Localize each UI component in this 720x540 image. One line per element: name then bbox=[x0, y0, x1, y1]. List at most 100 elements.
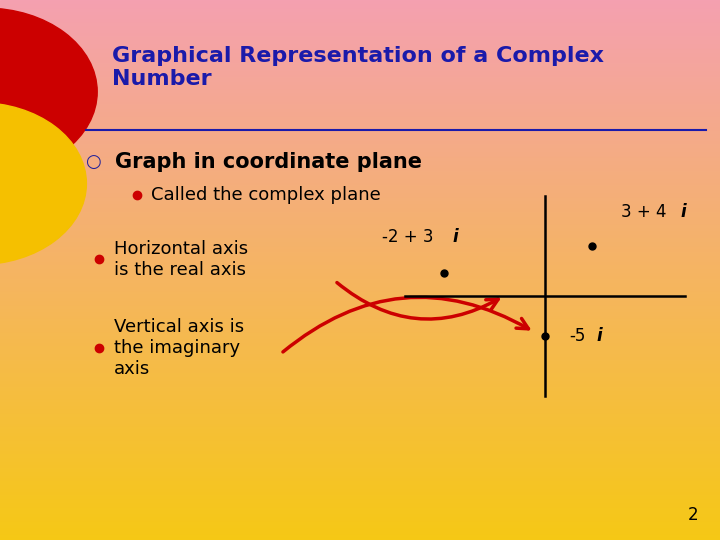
Bar bbox=[0, 463, 720, 464]
Bar bbox=[0, 112, 720, 113]
Bar bbox=[0, 29, 720, 31]
Bar bbox=[0, 504, 720, 506]
Bar bbox=[0, 382, 720, 383]
Bar bbox=[0, 56, 720, 58]
Text: i: i bbox=[452, 228, 458, 246]
Bar bbox=[0, 517, 720, 518]
Bar bbox=[0, 486, 720, 488]
Bar bbox=[0, 356, 720, 358]
Bar bbox=[0, 209, 720, 211]
Bar bbox=[0, 137, 720, 139]
Bar bbox=[0, 447, 720, 448]
Bar bbox=[0, 279, 720, 281]
Bar bbox=[0, 524, 720, 525]
Bar bbox=[0, 259, 720, 261]
Bar bbox=[0, 317, 720, 319]
Bar bbox=[0, 383, 720, 385]
Bar bbox=[0, 536, 720, 538]
Bar bbox=[0, 454, 720, 455]
Bar bbox=[0, 103, 720, 104]
Bar bbox=[0, 448, 720, 450]
Bar bbox=[0, 477, 720, 479]
Bar bbox=[0, 126, 720, 128]
Bar bbox=[0, 72, 720, 74]
Text: i: i bbox=[680, 204, 686, 221]
Bar bbox=[0, 363, 720, 366]
Bar bbox=[0, 407, 720, 409]
Bar bbox=[0, 292, 720, 293]
Bar bbox=[0, 227, 720, 228]
Bar bbox=[0, 150, 720, 151]
Bar bbox=[0, 2, 720, 4]
Bar bbox=[0, 482, 720, 484]
Bar bbox=[0, 238, 720, 239]
Bar bbox=[0, 437, 720, 439]
Bar bbox=[0, 328, 720, 329]
Bar bbox=[0, 124, 720, 126]
Bar bbox=[0, 351, 720, 353]
Text: Vertical axis is
the imaginary
axis: Vertical axis is the imaginary axis bbox=[114, 319, 244, 378]
Bar bbox=[0, 49, 720, 50]
Bar bbox=[0, 529, 720, 531]
Bar bbox=[0, 144, 720, 146]
Bar bbox=[0, 12, 720, 15]
Bar bbox=[0, 63, 720, 65]
Bar bbox=[0, 245, 720, 247]
Bar bbox=[0, 258, 720, 259]
Bar bbox=[0, 85, 720, 86]
Bar bbox=[0, 306, 720, 308]
Bar bbox=[0, 167, 720, 169]
Bar bbox=[0, 405, 720, 407]
Bar bbox=[0, 508, 720, 509]
Bar bbox=[0, 52, 720, 54]
Bar bbox=[0, 182, 720, 184]
Bar bbox=[0, 69, 720, 70]
Bar bbox=[0, 428, 720, 430]
Bar bbox=[0, 378, 720, 380]
Bar bbox=[0, 160, 720, 162]
Bar bbox=[0, 79, 720, 81]
Bar bbox=[0, 22, 720, 23]
Bar bbox=[0, 211, 720, 212]
Bar bbox=[0, 455, 720, 457]
Bar bbox=[0, 493, 720, 495]
Bar bbox=[0, 173, 720, 174]
Bar bbox=[0, 147, 720, 150]
Bar bbox=[0, 164, 720, 166]
Bar bbox=[0, 466, 720, 468]
Bar bbox=[0, 191, 720, 193]
Bar bbox=[0, 83, 720, 85]
Bar bbox=[0, 335, 720, 336]
Bar bbox=[0, 101, 720, 103]
Bar bbox=[0, 394, 720, 396]
Bar bbox=[0, 302, 720, 304]
Bar bbox=[0, 43, 720, 45]
Bar bbox=[0, 366, 720, 367]
Bar bbox=[0, 187, 720, 189]
Bar bbox=[0, 205, 720, 207]
Bar bbox=[0, 185, 720, 187]
Bar bbox=[0, 515, 720, 517]
Bar bbox=[0, 20, 720, 22]
Bar bbox=[0, 92, 720, 93]
Bar bbox=[0, 390, 720, 393]
Bar bbox=[0, 396, 720, 398]
Bar bbox=[0, 153, 720, 155]
Bar bbox=[0, 349, 720, 351]
Bar bbox=[0, 275, 720, 277]
Bar bbox=[0, 452, 720, 454]
Bar bbox=[0, 533, 720, 535]
Bar bbox=[0, 324, 720, 326]
Bar bbox=[0, 265, 720, 266]
Bar bbox=[0, 497, 720, 498]
Bar bbox=[0, 461, 720, 463]
Bar bbox=[0, 0, 720, 2]
Bar bbox=[0, 268, 720, 270]
Bar bbox=[0, 387, 720, 389]
Bar bbox=[0, 196, 720, 198]
Bar bbox=[0, 4, 720, 5]
Bar bbox=[0, 441, 720, 443]
Bar bbox=[0, 538, 720, 540]
Bar bbox=[0, 38, 720, 39]
Bar bbox=[0, 25, 720, 27]
